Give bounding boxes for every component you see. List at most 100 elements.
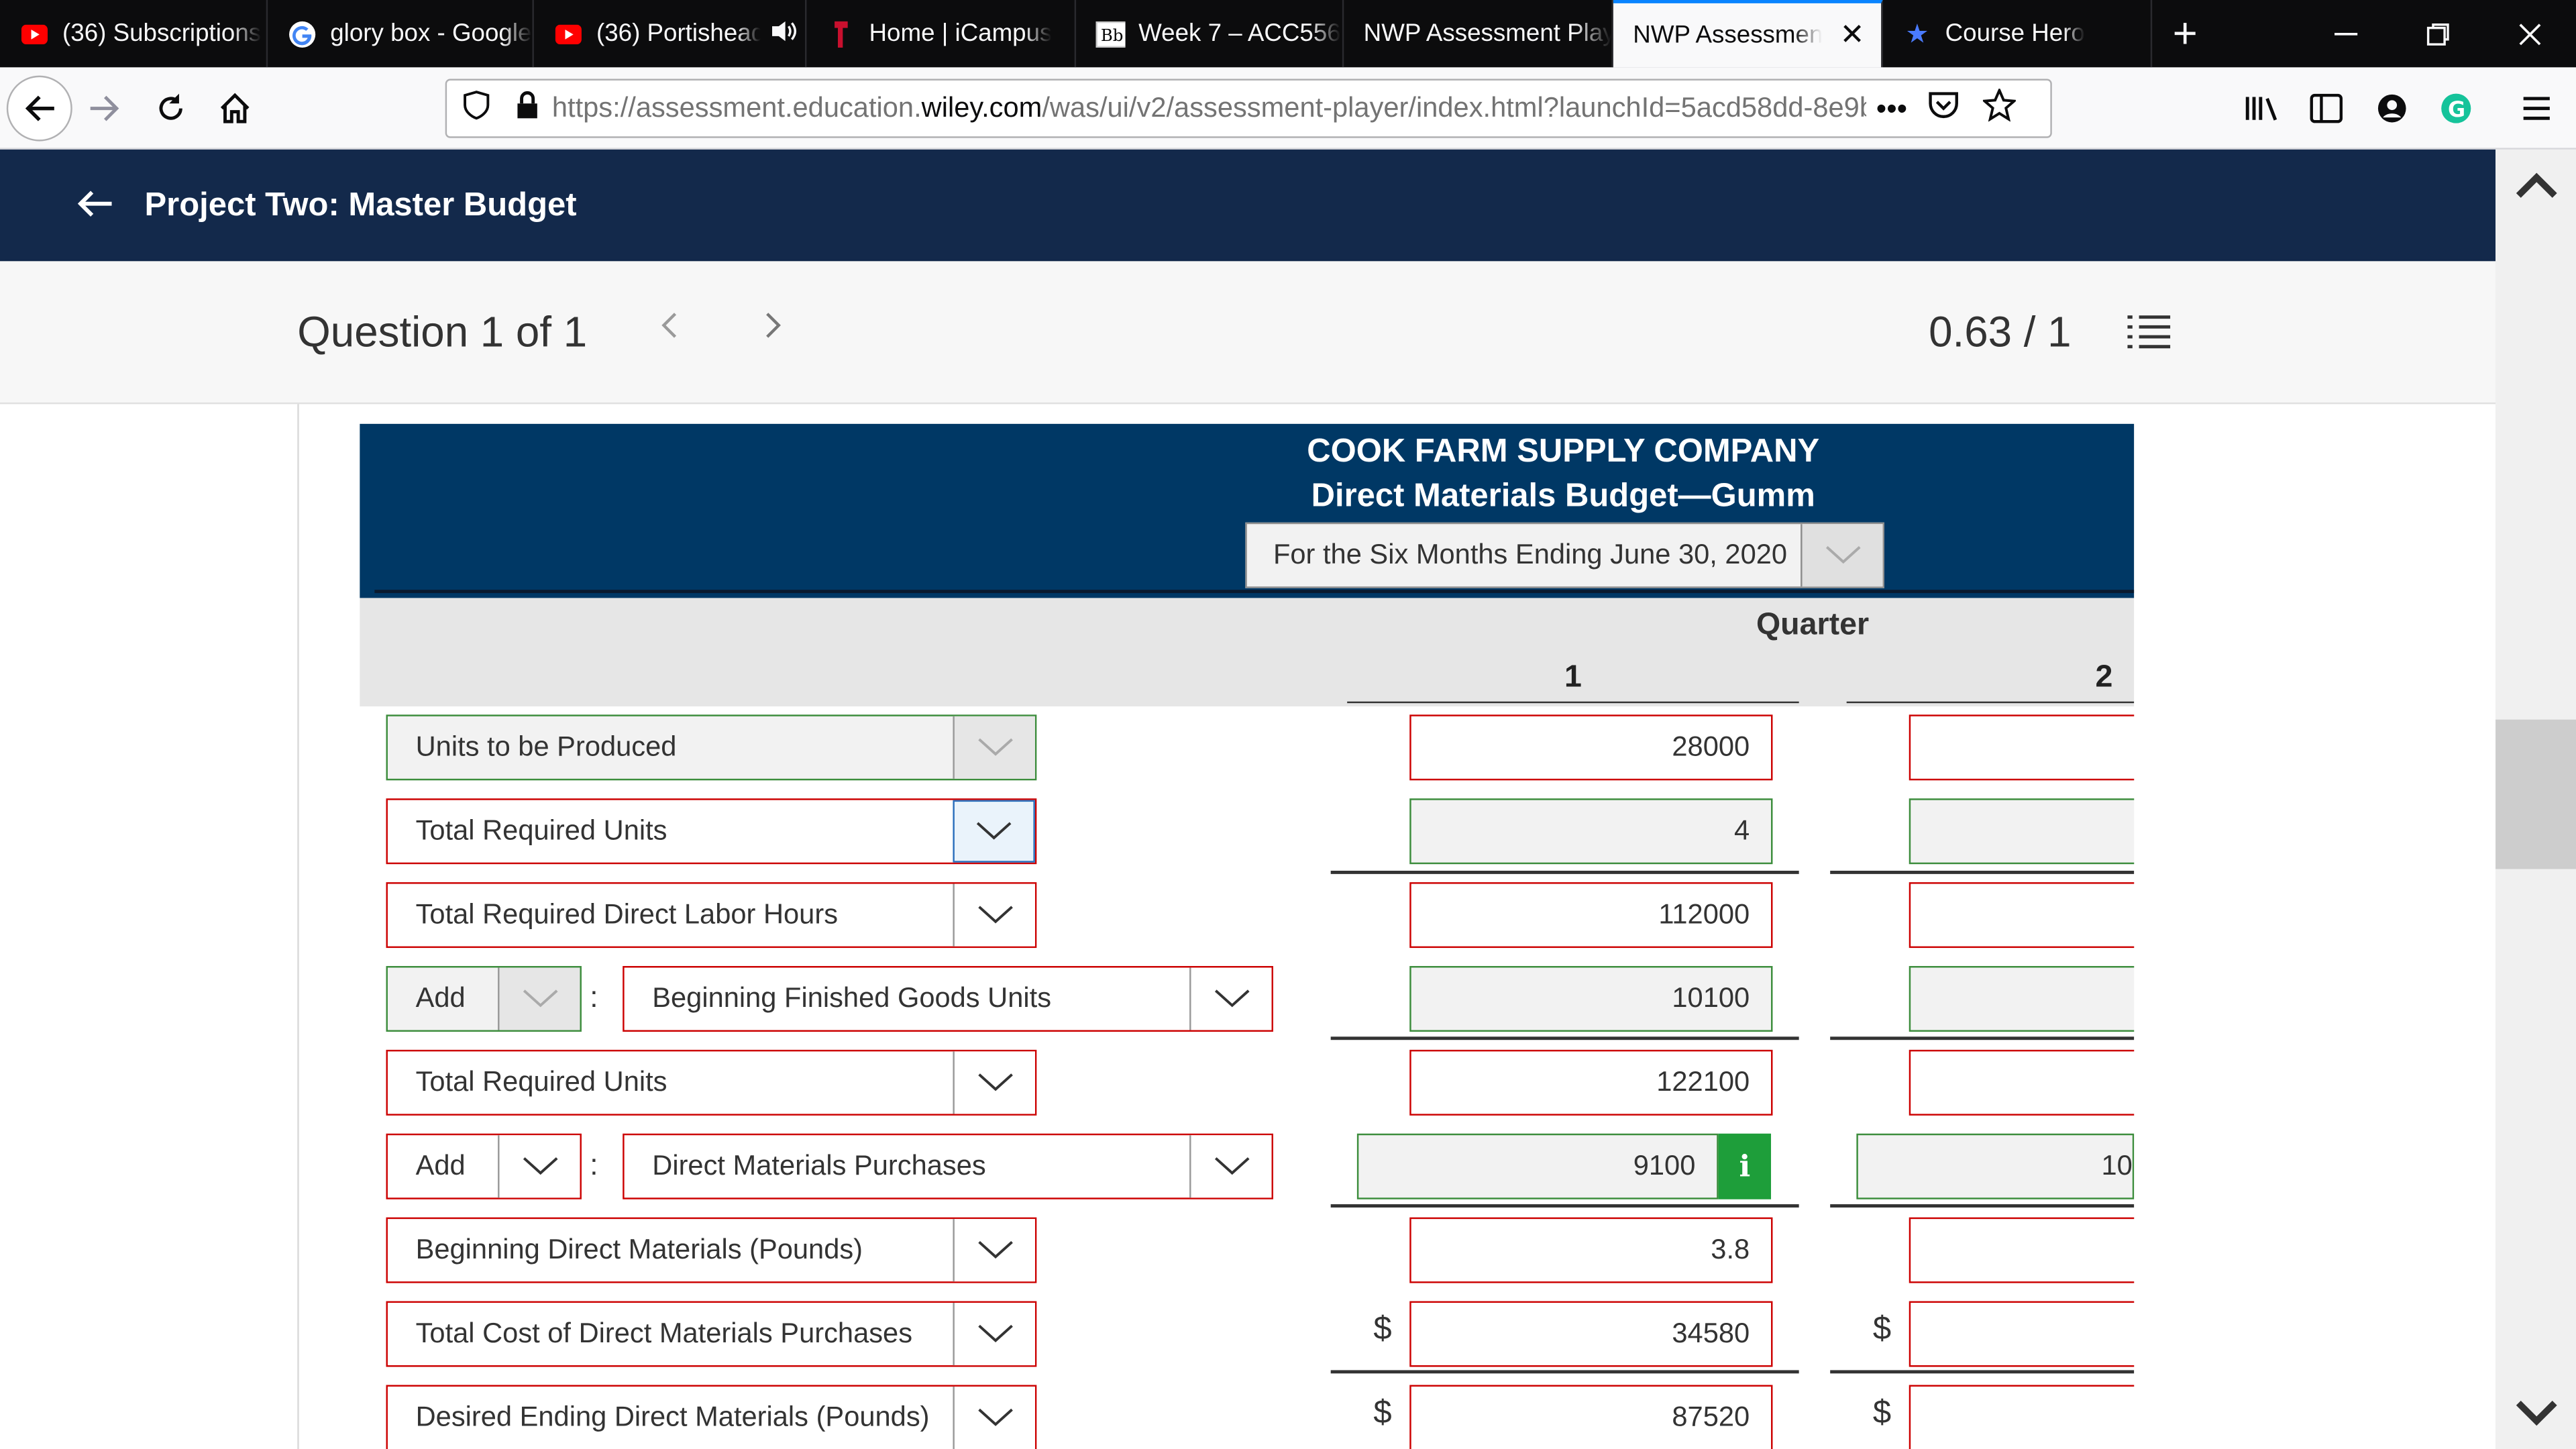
q2-input[interactable]	[1909, 1301, 2172, 1367]
score-display: 0.63 / 1	[1929, 307, 2072, 357]
chevron-down-icon[interactable]	[498, 1135, 580, 1198]
menu-icon[interactable]	[2510, 82, 2563, 134]
row-label-select[interactable]: Total Cost of Direct Materials Purchases	[386, 1301, 1037, 1367]
q2-input[interactable]	[1909, 798, 2172, 865]
question-list-icon[interactable]	[2126, 312, 2172, 363]
home-icon[interactable]	[209, 82, 261, 134]
chevron-down-icon[interactable]	[953, 1051, 1035, 1114]
tab-label: (36) Subscriptions	[62, 19, 262, 48]
tab-label: (36) Portishead	[596, 19, 761, 48]
row-label-select[interactable]: Total Required Direct Labor Hours	[386, 882, 1037, 949]
tab-label: Home | iCampus	[869, 19, 1053, 48]
forward-arrow-icon[interactable]	[79, 82, 131, 134]
app-header: Project Two: Master Budget	[0, 149, 2496, 262]
period-select[interactable]: For the Six Months Ending June 30, 2020	[1245, 522, 1885, 588]
browser-tab[interactable]: Home | iCampus	[806, 0, 1077, 68]
chevron-down-icon[interactable]	[953, 800, 1035, 863]
browser-tab[interactable]: glory box - Google	[268, 0, 534, 68]
address-bar[interactable]: https://assessment.education.wiley.com/w…	[445, 78, 2052, 138]
q1-input[interactable]: 87520	[1409, 1385, 1773, 1449]
back-arrow-icon[interactable]	[76, 180, 122, 231]
back-arrow-icon[interactable]	[6, 75, 72, 142]
chevron-down-icon[interactable]	[1189, 1135, 1272, 1198]
q2-input[interactable]	[1909, 882, 2172, 949]
speaker-icon[interactable]	[771, 19, 797, 48]
scrollbar-thumb[interactable]	[2496, 719, 2576, 869]
row-label-select[interactable]: Desired Ending Direct Materials (Pounds)	[386, 1385, 1037, 1449]
q2-input[interactable]	[1909, 1049, 2172, 1116]
close-tab-icon[interactable]: ✕	[1839, 17, 1865, 51]
reload-icon[interactable]	[145, 82, 197, 134]
info-icon[interactable]: i	[1718, 1133, 1772, 1199]
browser-tab-bar: (36) Subscriptions glory box - Google (3…	[0, 0, 2576, 68]
grammarly-icon[interactable]: G	[2430, 82, 2482, 134]
sidebar-icon[interactable]	[2300, 82, 2353, 134]
scroll-down-icon[interactable]	[2512, 1387, 2561, 1436]
next-question-icon[interactable]	[762, 307, 785, 354]
chevron-down-icon[interactable]	[953, 883, 1035, 947]
q1-input[interactable]: 3.8	[1409, 1217, 1773, 1283]
q1-input[interactable]: 122100	[1409, 1049, 1773, 1116]
q1-input[interactable]: 9100	[1356, 1133, 1719, 1199]
row-label-select[interactable]: Units to be Produced	[386, 714, 1037, 781]
q2-input[interactable]	[1909, 1385, 2172, 1449]
browser-tab-active[interactable]: NWP Assessment ✕	[1613, 0, 1883, 68]
company-name: COOK FARM SUPPLY COMPANY	[1307, 433, 1820, 470]
q1-input[interactable]: 10100	[1409, 966, 1773, 1032]
row-label-select[interactable]: Total Required Units	[386, 1049, 1037, 1116]
budget-header: COOK FARM SUPPLY COMPANY Direct Material…	[360, 423, 2135, 598]
svg-text:Bb: Bb	[1101, 25, 1124, 44]
browser-tab[interactable]: (36) Subscriptions	[0, 0, 268, 68]
q2-input[interactable]	[1909, 1217, 2172, 1283]
chevron-down-icon[interactable]	[1801, 524, 1883, 587]
bookmark-star-icon[interactable]	[1981, 86, 2018, 129]
q2-input[interactable]	[1909, 714, 2172, 781]
budget-subtitle: Direct Materials Budget—Gumm	[1311, 478, 1815, 515]
row-label-select[interactable]: Beginning Direct Materials (Pounds)	[386, 1217, 1037, 1283]
account-icon[interactable]	[2366, 82, 2418, 134]
period-value: For the Six Months Ending June 30, 2020	[1273, 539, 1788, 570]
q1-input[interactable]: 4	[1409, 798, 1773, 865]
row-label-select[interactable]: Direct Materials Purchases	[623, 1133, 1273, 1199]
close-window-icon[interactable]	[2484, 0, 2576, 67]
chevron-down-icon[interactable]	[953, 716, 1035, 779]
q1-input[interactable]: 28000	[1409, 714, 1773, 781]
row-label-select[interactable]: Beginning Finished Goods Units	[623, 966, 1273, 1032]
browser-tab[interactable]: ★ Course Hero	[1883, 0, 2153, 68]
restore-icon[interactable]	[2392, 0, 2484, 67]
vertical-scrollbar[interactable]	[2496, 149, 2576, 1449]
url-text[interactable]: https://assessment.education.wiley.com/w…	[551, 92, 1867, 123]
subtotal-line	[1830, 1204, 2135, 1208]
lock-icon[interactable]	[516, 89, 539, 127]
column-header: Quarter 1 2	[360, 598, 2135, 707]
browser-tab[interactable]: (36) Portishead	[534, 0, 807, 68]
chevron-down-icon[interactable]	[953, 1386, 1035, 1449]
browser-tab[interactable]: NWP Assessment Player	[1344, 0, 1613, 68]
new-tab-button[interactable]: +	[2172, 8, 2198, 58]
library-icon[interactable]	[2238, 82, 2290, 134]
chevron-down-icon[interactable]	[498, 967, 580, 1030]
previous-question-icon[interactable]	[657, 307, 680, 354]
q1-input[interactable]: 112000	[1409, 882, 1773, 949]
row-label-select[interactable]: Total Required Units	[386, 798, 1037, 865]
google-icon	[288, 19, 317, 48]
svg-text:G: G	[2448, 97, 2465, 122]
minimize-icon[interactable]	[2300, 0, 2392, 67]
header-divider	[374, 590, 2135, 594]
q1-input[interactable]: 34580	[1409, 1301, 1773, 1367]
page-actions-icon[interactable]: •••	[1876, 91, 1908, 124]
shield-icon[interactable]	[464, 89, 490, 127]
chevron-down-icon[interactable]	[953, 1219, 1035, 1282]
operator-select[interactable]: Add	[386, 1133, 582, 1199]
operator-select[interactable]: Add	[386, 966, 582, 1032]
quarter-label: Quarter	[1756, 608, 1870, 643]
chevron-down-icon[interactable]	[1189, 967, 1272, 1030]
chevron-down-icon[interactable]	[953, 1303, 1035, 1366]
q2-input[interactable]	[1909, 966, 2172, 1032]
pocket-icon[interactable]	[1927, 89, 1960, 127]
subtotal-line	[1330, 870, 1799, 874]
q2-input[interactable]: 10	[1856, 1133, 2135, 1199]
subtotal-line	[1830, 1036, 2135, 1040]
browser-tab[interactable]: Bb Week 7 – ACC556	[1076, 0, 1344, 68]
scroll-up-icon[interactable]	[2512, 162, 2561, 211]
